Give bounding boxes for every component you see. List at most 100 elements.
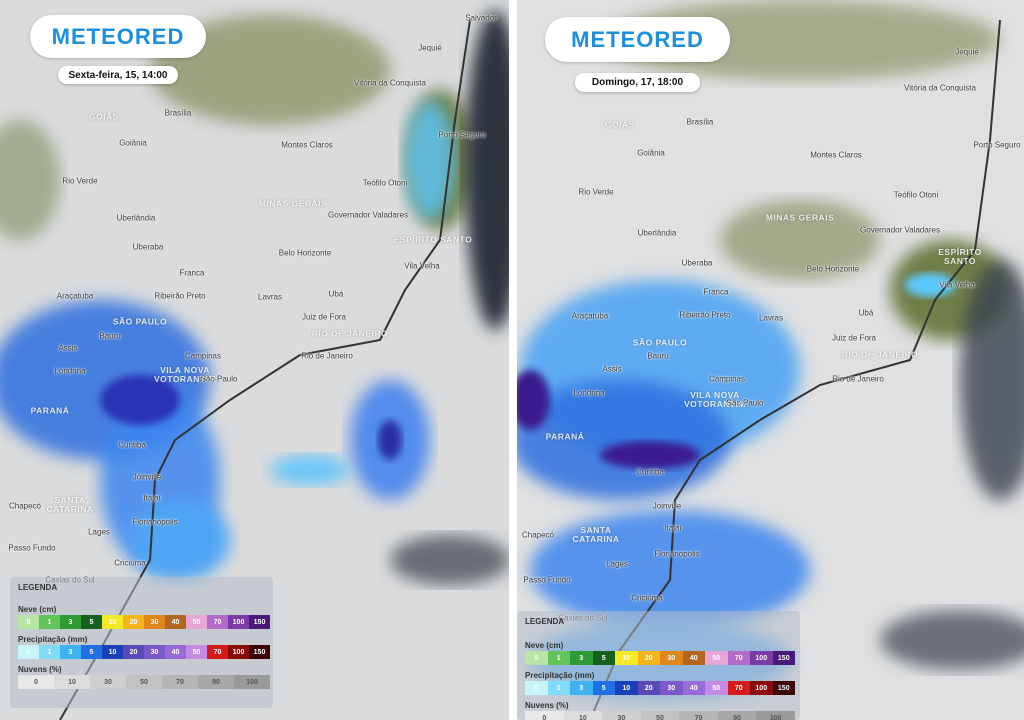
logo: METEORED: [30, 15, 206, 58]
city-label: Jequié: [418, 43, 442, 53]
city-label: Rio de Janeiro: [301, 351, 353, 361]
city-label: Itajaí: [664, 523, 682, 533]
legend-chip: 1: [39, 615, 60, 629]
city-label: Salvador: [465, 13, 497, 23]
city-label: Jequié: [955, 47, 979, 57]
state-label: ESPÍRITO SANTO: [393, 234, 473, 245]
legend-chip: 150: [249, 645, 270, 659]
city-label: Criciúma: [114, 558, 146, 568]
state-label: GOIÁS: [89, 111, 119, 122]
legend-chip: 50: [705, 681, 728, 695]
city-label: Porto Seguro: [973, 140, 1021, 150]
city-label: Belo Horizonte: [806, 264, 860, 274]
city-label: Campinas: [184, 351, 222, 361]
legend-chip: 100: [234, 675, 270, 689]
legend-chip: 100: [228, 615, 249, 629]
city-label: Franca: [703, 287, 729, 297]
city-label: Joinville: [652, 501, 682, 511]
city-label: Brasília: [164, 108, 192, 118]
city-label: Lavras: [257, 292, 283, 302]
city-label: Ribeirão Preto: [679, 310, 731, 320]
city-label: Teófilo Otoni: [362, 178, 408, 188]
legend-chip: 70: [727, 651, 750, 665]
legend-chip: 40: [165, 645, 186, 659]
city-label: Florianópolis: [132, 517, 178, 527]
legend-chip: 50: [186, 615, 207, 629]
legend-chip: 30: [660, 681, 683, 695]
city-label: Lages: [606, 559, 628, 569]
legend-chip: 70: [727, 681, 750, 695]
city-label: Uberlândia: [637, 228, 677, 238]
legend-chip: 50: [126, 675, 162, 689]
legend-chip: 5: [81, 645, 102, 659]
city-label: Chapecó: [8, 501, 42, 511]
city-label: Passo Fundo: [523, 575, 571, 585]
city-label: Rio de Janeiro: [832, 374, 884, 384]
legend-chip: 1: [547, 681, 570, 695]
legend-chip: 0: [18, 615, 39, 629]
city-label: Uberlândia: [116, 213, 156, 223]
legend-chip: 40: [682, 651, 705, 665]
city-label: Passo Fundo: [8, 543, 56, 553]
legend-chip: 3: [570, 651, 593, 665]
city-label: Florianópolis: [654, 549, 700, 559]
legend-scale: 0 1 3 5 10 20 30 40 50 70 100 150: [18, 645, 270, 659]
legend-chip: 70: [162, 675, 198, 689]
city-label: Juiz de Fora: [301, 312, 347, 322]
date-label: Domingo, 17, 18:00: [575, 73, 700, 92]
legend-label: Precipitação (mm): [525, 671, 595, 680]
city-label: Bauru: [647, 351, 669, 361]
city-label: Chapecó: [521, 530, 555, 540]
city-label: Londrina: [54, 366, 86, 376]
city-label: Rio Verde: [578, 187, 614, 197]
city-label: Uberaba: [132, 242, 164, 252]
city-label: Porto Seguro: [438, 130, 486, 140]
city-label: Ubá: [328, 289, 344, 299]
legend-chip: 0: [525, 681, 548, 695]
legend-label: Neve (cm): [18, 605, 57, 614]
city-label: Teófilo Otoni: [893, 190, 939, 200]
legend-chip: 10: [563, 711, 603, 720]
city-label: Uberaba: [681, 258, 713, 268]
city-label: Vila Velha: [404, 261, 440, 271]
city-label: Joinville: [132, 472, 162, 482]
state-label: PARANÁ: [30, 405, 70, 416]
legend-label: Nuvens (%): [18, 665, 62, 674]
legend-chip: 100: [750, 681, 773, 695]
city-label: Curitiba: [636, 467, 664, 477]
legend-chip: 150: [772, 681, 795, 695]
state-label: MINAS GERAIS: [765, 212, 835, 223]
legend: [517, 611, 800, 720]
legend-chip: 90: [198, 675, 234, 689]
city-label: Londrina: [573, 388, 605, 398]
city-label: Assis: [58, 343, 78, 353]
legend-chip: 10: [615, 651, 638, 665]
city-label: São Paulo: [726, 398, 764, 408]
legend-chip: 70: [207, 645, 228, 659]
legend-chip: 40: [682, 681, 705, 695]
legend-chip: 40: [165, 615, 186, 629]
city-label: Criciúma: [631, 593, 663, 603]
legend-scale: 0 10 30 50 70 90 100: [525, 711, 795, 720]
date-label: Sexta-feira, 15, 14:00: [58, 66, 178, 84]
legend-chip: 20: [123, 615, 144, 629]
legend-chip: 30: [144, 615, 165, 629]
legend-chip: 10: [102, 645, 123, 659]
city-label: Itajaí: [143, 493, 161, 503]
legend-chip: 20: [637, 651, 660, 665]
legend-chip: 10: [102, 615, 123, 629]
legend-title: LEGENDA: [525, 617, 565, 626]
state-label: SÃO PAULO: [112, 316, 168, 327]
legend-chip: 30: [90, 675, 126, 689]
legend-scale: 0 1 3 5 10 20 30 40 50 70 100 150: [525, 681, 795, 695]
legend-chip: 100: [228, 645, 249, 659]
city-label: Vitória da Conquista: [354, 78, 426, 88]
legend-chip: 50: [186, 645, 207, 659]
state-label: RIO DE JANEIRO: [841, 349, 919, 360]
city-label: Juiz de Fora: [831, 333, 877, 343]
state-label: SANTA CATARINA: [572, 525, 620, 544]
legend-chip: 5: [81, 615, 102, 629]
city-label: Rio Verde: [62, 176, 98, 186]
legend-chip: 150: [249, 615, 270, 629]
